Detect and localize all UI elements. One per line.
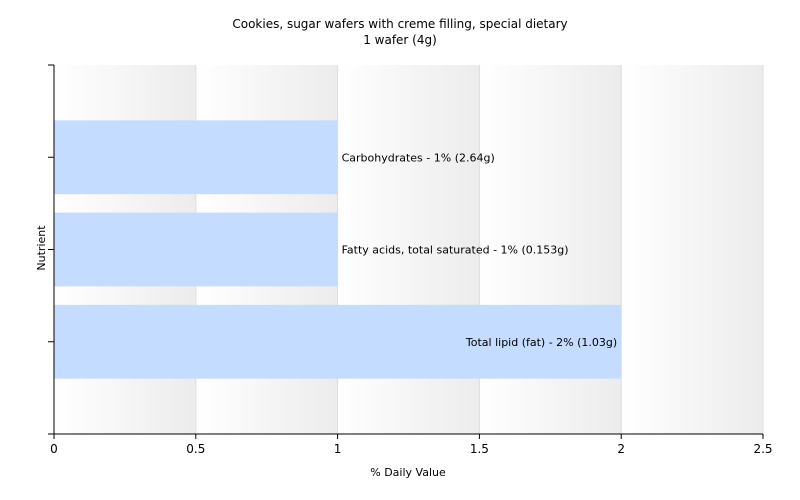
x-tick-label: 1.5 (470, 442, 489, 456)
x-tick-label: 2 (617, 442, 625, 456)
y-axis-label: Nutrient (35, 225, 48, 271)
x-tick-label: 1 (334, 442, 342, 456)
bar-data-label: Fatty acids, total saturated - 1% (0.153… (342, 244, 569, 257)
bar-data-label: Carbohydrates - 1% (2.64g) (342, 151, 495, 164)
plot-band (621, 65, 763, 434)
bar (54, 120, 338, 195)
chart-subtitle: 1 wafer (4g) (363, 33, 437, 47)
bar (54, 212, 338, 287)
x-tick-label: 0 (50, 442, 58, 456)
bar (54, 304, 622, 379)
x-tick-label: 0.5 (186, 442, 205, 456)
chart-title: Cookies, sugar wafers with creme filling… (232, 17, 568, 31)
bar-data-label: Total lipid (fat) - 2% (1.03g) (465, 336, 617, 349)
x-axis-label: % Daily Value (370, 466, 446, 479)
x-tick-label: 2.5 (753, 442, 772, 456)
